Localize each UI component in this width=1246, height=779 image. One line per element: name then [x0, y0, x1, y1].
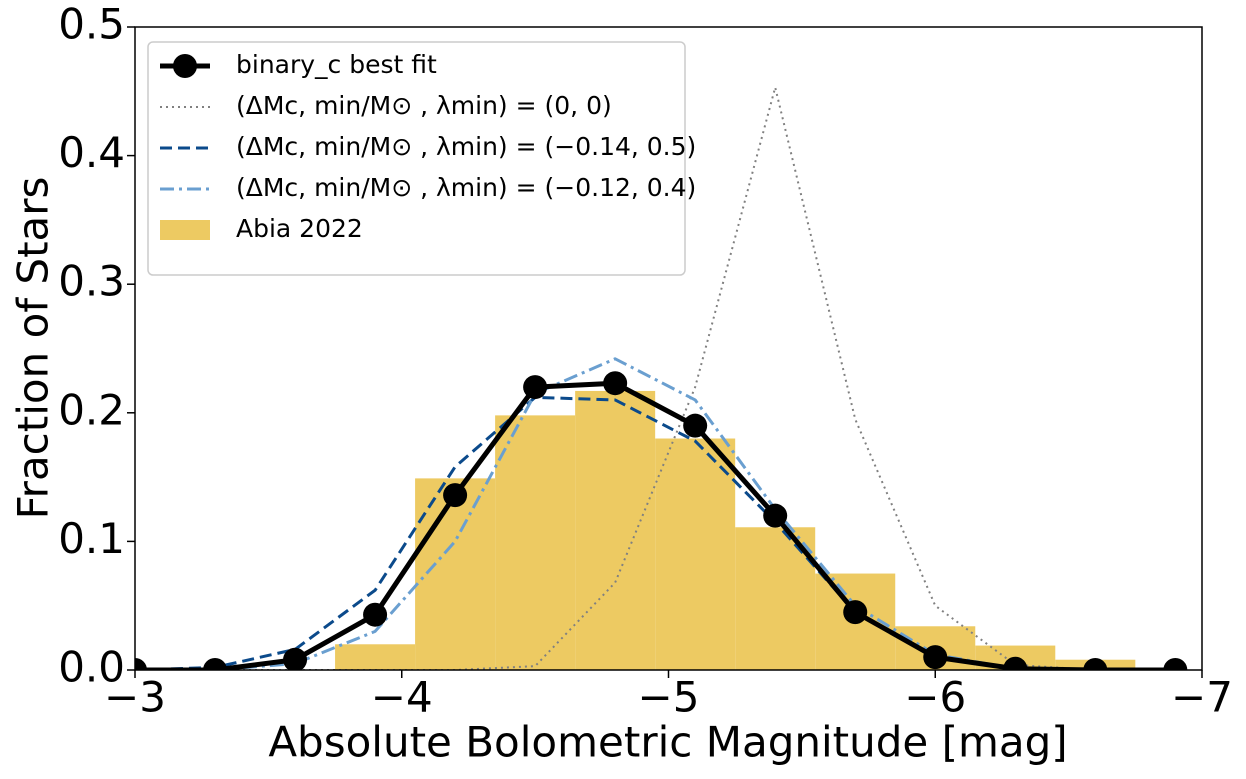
series-marker	[363, 602, 388, 627]
y-tick-label: 0.4	[58, 128, 125, 177]
y-tick-label: 0.0	[58, 643, 125, 692]
series-marker	[763, 503, 788, 528]
histogram-bar	[415, 478, 496, 670]
series-marker	[443, 483, 468, 508]
legend-label: (ΔMc, min/M⊙ , λmin) = (0, 0)	[236, 91, 612, 120]
histogram-bar	[335, 644, 416, 670]
legend-marker	[173, 54, 197, 78]
legend: binary_c best fit (ΔMc, min/M⊙ , λmin) = …	[147, 41, 696, 276]
series-marker	[1003, 656, 1028, 670]
plot-content	[135, 86, 1188, 670]
legend-label: (ΔMc, min/M⊙ , λmin) = (−0.14, 0.5)	[236, 132, 696, 161]
y-tick-label: 0.5	[58, 0, 125, 49]
histogram-bar	[655, 438, 736, 670]
series-marker	[135, 658, 147, 670]
series-marker	[603, 371, 628, 396]
y-tick-label: 0.2	[58, 385, 125, 434]
legend-label: Abia 2022	[236, 214, 363, 243]
series-marker	[1163, 658, 1188, 670]
series-marker	[523, 375, 548, 400]
x-axis-label: Absolute Bolometric Magnitude [mag]	[268, 718, 1067, 767]
legend-label: binary_c best fit	[236, 50, 437, 79]
series-marker	[203, 658, 228, 670]
x-tick-label: −7	[1171, 673, 1233, 722]
legend-label: (ΔMc, min/M⊙ , λmin) = (−0.12, 0.4)	[236, 173, 696, 202]
x-tick-label: −6	[904, 673, 966, 722]
y-tick-label: 0.1	[58, 514, 125, 563]
legend-swatch	[160, 220, 210, 240]
series-marker	[683, 413, 708, 438]
series-marker	[1083, 658, 1108, 670]
x-tick-label: −5	[638, 673, 700, 722]
series-line	[135, 380, 1176, 670]
legend-box	[147, 41, 686, 276]
series-marker	[283, 647, 308, 670]
x-tick-label: −4	[371, 673, 433, 722]
series-line	[135, 395, 1176, 670]
series-marker	[923, 645, 948, 670]
histogram-bar	[495, 415, 576, 670]
histogram-bar	[575, 390, 656, 670]
y-tick-label: 0.3	[58, 257, 125, 306]
y-axis-label: Fraction of Stars	[9, 177, 58, 520]
x-tick-label: −3	[104, 673, 166, 722]
series-marker	[843, 600, 868, 625]
